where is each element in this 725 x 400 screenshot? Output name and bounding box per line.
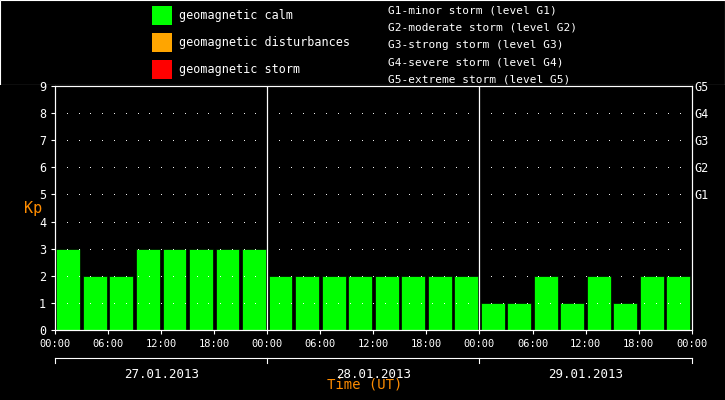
Text: G1-minor storm (level G1): G1-minor storm (level G1) — [388, 5, 557, 15]
Bar — [375, 276, 399, 330]
Bar — [534, 276, 558, 330]
Bar — [136, 249, 160, 330]
Bar — [295, 276, 319, 330]
Bar — [109, 276, 133, 330]
Text: G2-moderate storm (level G2): G2-moderate storm (level G2) — [388, 23, 577, 33]
Text: G4-severe storm (level G4): G4-severe storm (level G4) — [388, 58, 563, 68]
Bar — [57, 249, 80, 330]
Text: geomagnetic calm: geomagnetic calm — [179, 9, 293, 22]
Bar — [215, 249, 239, 330]
Bar — [587, 276, 610, 330]
Text: 28.01.2013: 28.01.2013 — [336, 368, 411, 381]
Bar — [268, 276, 292, 330]
Text: 27.01.2013: 27.01.2013 — [124, 368, 199, 381]
Bar — [428, 276, 452, 330]
Bar — [322, 276, 346, 330]
Bar — [481, 303, 505, 330]
Text: G3-strong storm (level G3): G3-strong storm (level G3) — [388, 40, 563, 50]
Bar — [348, 276, 372, 330]
Bar — [455, 276, 478, 330]
Bar — [507, 303, 531, 330]
Text: 29.01.2013: 29.01.2013 — [548, 368, 623, 381]
Text: geomagnetic disturbances: geomagnetic disturbances — [179, 36, 350, 49]
Text: geomagnetic storm: geomagnetic storm — [179, 63, 300, 76]
Bar — [83, 276, 107, 330]
Bar — [162, 249, 186, 330]
Bar — [640, 276, 664, 330]
Bar — [242, 249, 266, 330]
Bar — [152, 6, 172, 25]
Bar — [401, 276, 425, 330]
Bar — [560, 303, 584, 330]
Bar — [152, 60, 172, 79]
Y-axis label: Kp: Kp — [24, 200, 43, 216]
Text: G5-extreme storm (level G5): G5-extreme storm (level G5) — [388, 75, 570, 85]
Bar — [613, 303, 637, 330]
Bar — [152, 33, 172, 52]
Bar — [666, 276, 690, 330]
Text: Time (UT): Time (UT) — [327, 377, 402, 391]
Bar — [189, 249, 213, 330]
